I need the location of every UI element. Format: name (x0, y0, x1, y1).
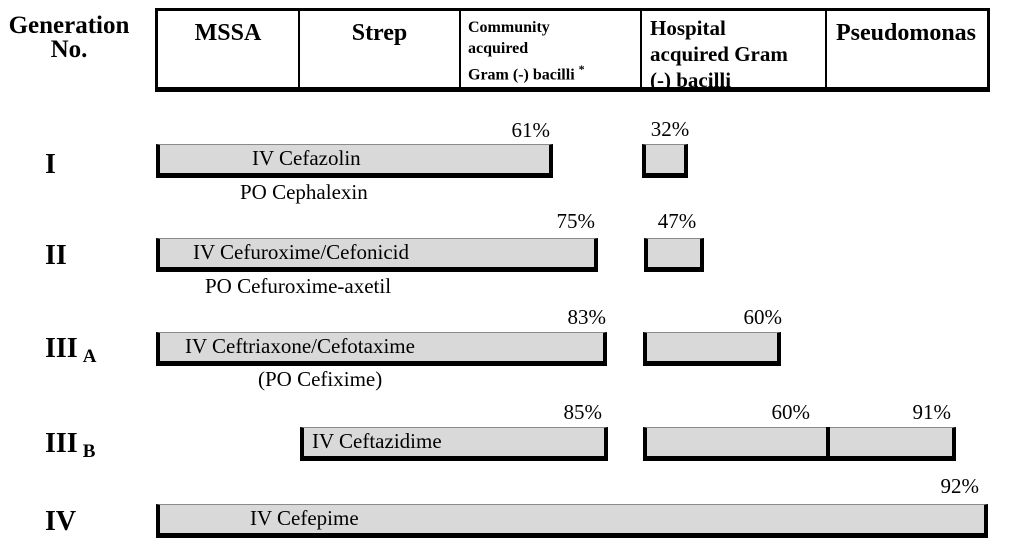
generation-no-line1: Generation (8, 12, 130, 39)
generation-label-i: I (45, 149, 56, 180)
strep-label: Strep (351, 20, 408, 46)
percent-hospital-gen1: 32% (650, 117, 690, 141)
generation-label-iv: IV (45, 506, 77, 537)
generation-label-iii-a: III A (45, 333, 97, 367)
po-label-cefixime: (PO Cefixime) (258, 367, 383, 391)
bar-segment-divider (826, 427, 830, 456)
percent-community-gen3b: 85% (563, 400, 603, 424)
percent-pseudomonas-gen3b: 91% (912, 400, 952, 424)
percent-hospital-gen3a: 60% (743, 305, 783, 329)
percent-hospital-gen3b: 60% (771, 400, 811, 424)
bar-gen3a-hospital (643, 332, 781, 366)
hospital-line2: acquired Gram (650, 42, 788, 66)
bar-gen2-hospital (644, 238, 704, 272)
bar-gen3b-hospital-pseudomonas (643, 427, 956, 461)
generation-label-ii: II (45, 240, 67, 271)
bar-iv-cefuroxime-cefonicid: IV Cefuroxime/Cefonicid (156, 238, 598, 272)
community-line3: Gram (-) bacilli * (468, 62, 585, 84)
bar-label-iv-cefazolin: IV Cefazolin (252, 146, 361, 170)
mssa-label: MSSA (194, 20, 262, 46)
community-line2: acquired (468, 40, 529, 57)
organism-header-table: MSSA Strep Community acquired Gram (-) b… (155, 8, 990, 92)
percent-community-gen3a: 83% (567, 305, 607, 329)
bar-label-iv-cefuroxime-cefonicid: IV Cefuroxime/Cefonicid (193, 240, 409, 264)
generation-no-header: Generation No. (0, 12, 138, 63)
column-header-strep: Strep (300, 11, 461, 87)
column-header-pseudomonas: Pseudomonas (827, 11, 985, 87)
percent-hospital-gen2: 47% (657, 209, 697, 233)
po-label-cephalexin: PO Cephalexin (240, 180, 368, 204)
bar-gen1-hospital (642, 144, 688, 178)
po-label-cefuroxime-axetil: PO Cefuroxime-axetil (205, 274, 392, 298)
bar-iv-ceftazidime: IV Ceftazidime (300, 427, 608, 461)
bar-iv-cefepime: IV Cefepime (156, 504, 988, 538)
bar-label-iv-ceftriaxone-cefotaxime: IV Ceftriaxone/Cefotaxime (185, 334, 415, 358)
bar-iv-cefazolin: IV Cefazolin (156, 144, 553, 178)
community-line1: Community (468, 19, 550, 36)
bar-iv-ceftriaxone-cefotaxime: IV Ceftriaxone/Cefotaxime (156, 332, 607, 366)
generation-no-line2: No. (50, 36, 88, 63)
pseudomonas-label: Pseudomonas (835, 20, 977, 46)
bar-label-iv-cefepime: IV Cefepime (250, 506, 359, 530)
hospital-line3: (-) bacilli (650, 68, 732, 92)
footnote-asterisk: * (578, 62, 585, 76)
hospital-line1: Hospital (650, 16, 726, 40)
generation-label-iii-b: III B (45, 428, 96, 462)
column-header-mssa: MSSA (158, 11, 300, 87)
percent-community-gen2: 75% (556, 209, 596, 233)
percent-pseudomonas-gen4: 92% (940, 474, 980, 498)
column-header-hospital-gram-negative: Hospital acquired Gram (-) bacilli (642, 11, 827, 92)
percent-community-gen1: 61% (511, 118, 551, 142)
bar-label-iv-ceftazidime: IV Ceftazidime (312, 429, 442, 453)
column-header-community-gram-negative: Community acquired Gram (-) bacilli * (461, 11, 642, 87)
